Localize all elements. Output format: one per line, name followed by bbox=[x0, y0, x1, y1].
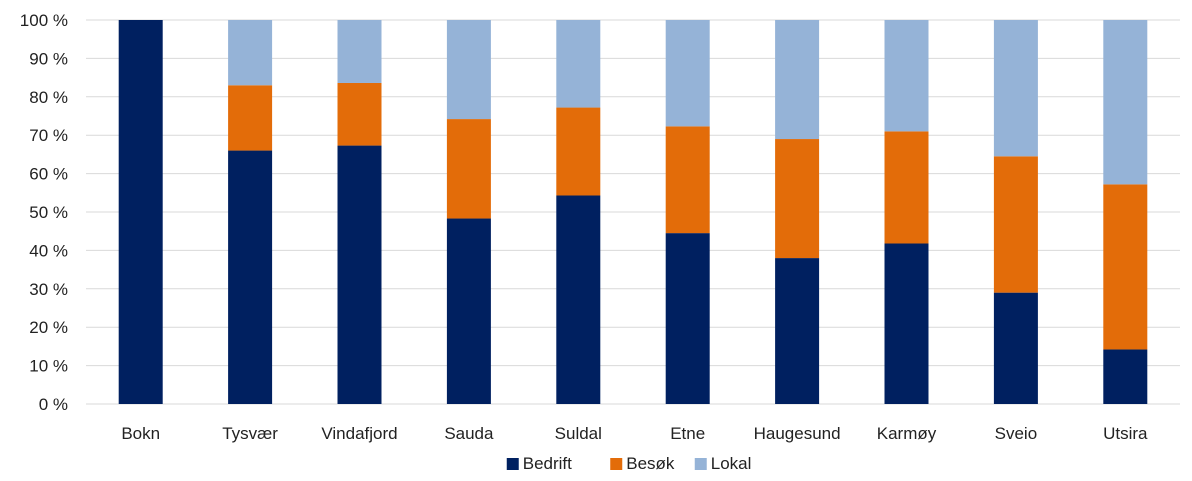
bar-segment-bedrift bbox=[775, 258, 820, 404]
category-label: Utsira bbox=[1103, 424, 1148, 443]
legend-swatch-lokal bbox=[694, 458, 707, 470]
bar-segment-lokal bbox=[775, 20, 820, 140]
bar-segment-besøk bbox=[993, 156, 1038, 293]
bar-segment-lokal bbox=[446, 20, 491, 120]
bar-segment-bedrift bbox=[993, 292, 1038, 404]
legend: Bedrift Besøk Lokal bbox=[506, 454, 752, 473]
y-tick-label: 0 % bbox=[39, 395, 68, 414]
bar-segment-bedrift bbox=[1103, 349, 1148, 404]
bar-segment-besøk bbox=[1103, 184, 1148, 350]
bar-segment-bedrift bbox=[556, 195, 601, 404]
bar-segment-besøk bbox=[884, 131, 929, 244]
y-tick-label: 50 % bbox=[29, 203, 68, 222]
category-label: Tysvær bbox=[222, 424, 278, 443]
y-tick-label: 30 % bbox=[29, 280, 68, 299]
bar-segment-lokal bbox=[665, 20, 710, 127]
y-tick-label: 70 % bbox=[29, 126, 68, 145]
bar-segment-besøk bbox=[775, 139, 820, 259]
category-label: Suldal bbox=[555, 424, 602, 443]
y-tick-label: 10 % bbox=[29, 357, 68, 376]
bar-segment-bedrift bbox=[884, 243, 929, 404]
bar-segment-lokal bbox=[884, 20, 929, 132]
bar-segment-lokal bbox=[228, 20, 273, 86]
category-label: Sauda bbox=[444, 424, 494, 443]
y-tick-label: 40 % bbox=[29, 241, 68, 260]
y-tick-label: 60 % bbox=[29, 165, 68, 184]
bar-segment-lokal bbox=[556, 20, 601, 108]
category-label: Vindafjord bbox=[321, 424, 397, 443]
legend-swatch-besøk bbox=[610, 458, 623, 470]
category-label: Haugesund bbox=[754, 424, 841, 443]
y-axis-tick-labels: 0 % 10 % 20 % 30 % 40 % 50 % 60 % 70 % 80 % 90 % 1… bbox=[20, 11, 68, 414]
bar-segment-bedrift bbox=[228, 150, 273, 404]
bar-segment-lokal bbox=[337, 20, 382, 83]
legend-label: Lokal bbox=[711, 454, 752, 473]
bar-segment-besøk bbox=[665, 126, 710, 234]
bars bbox=[118, 20, 1148, 404]
legend-swatch-bedrift bbox=[506, 458, 519, 470]
y-tick-label: 20 % bbox=[29, 318, 68, 337]
bar-segment-besøk bbox=[446, 119, 491, 219]
bar-segment-bedrift bbox=[446, 218, 491, 404]
bar-segment-lokal bbox=[1103, 20, 1148, 185]
x-axis-category-labels: Bokn Tysvær Vindafjord Sauda Suldal Etne Hauge… bbox=[121, 424, 1148, 443]
y-tick-label: 80 % bbox=[29, 88, 68, 107]
bar-segment-bedrift bbox=[118, 20, 163, 404]
bar-segment-besøk bbox=[228, 85, 273, 151]
category-label: Bokn bbox=[121, 424, 160, 443]
bar-segment-bedrift bbox=[665, 233, 710, 404]
bar-segment-besøk bbox=[556, 107, 601, 196]
category-label: Sveio bbox=[995, 424, 1038, 443]
y-tick-label: 90 % bbox=[29, 49, 68, 68]
bar-segment-bedrift bbox=[337, 145, 382, 404]
bar-segment-lokal bbox=[993, 20, 1038, 157]
category-label: Etne bbox=[670, 424, 705, 443]
legend-label: Besøk bbox=[626, 454, 675, 473]
y-tick-label: 100 % bbox=[20, 11, 68, 30]
legend-label: Bedrift bbox=[523, 454, 572, 473]
bar-segment-besøk bbox=[337, 82, 382, 146]
category-label: Karmøy bbox=[877, 424, 937, 443]
